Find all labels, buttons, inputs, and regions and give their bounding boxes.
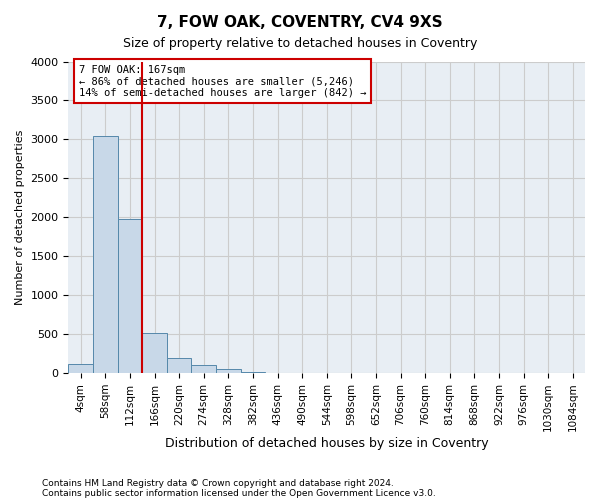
Bar: [142, 332, 167, 373]
Bar: [216, 369, 241, 373]
Y-axis label: Number of detached properties: Number of detached properties: [15, 130, 25, 305]
Text: 7 FOW OAK: 167sqm
← 86% of detached houses are smaller (5,246)
14% of semi-detac: 7 FOW OAK: 167sqm ← 86% of detached hous…: [79, 64, 366, 98]
X-axis label: Distribution of detached houses by size in Coventry: Distribution of detached houses by size …: [165, 437, 488, 450]
Bar: [93, 136, 118, 373]
Bar: [241, 372, 265, 373]
Text: Contains HM Land Registry data © Crown copyright and database right 2024.: Contains HM Land Registry data © Crown c…: [42, 478, 394, 488]
Text: 7, FOW OAK, COVENTRY, CV4 9XS: 7, FOW OAK, COVENTRY, CV4 9XS: [157, 15, 443, 30]
Text: Contains public sector information licensed under the Open Government Licence v3: Contains public sector information licen…: [42, 488, 436, 498]
Bar: [167, 358, 191, 373]
Bar: [191, 366, 216, 373]
Bar: [118, 219, 142, 373]
Text: Size of property relative to detached houses in Coventry: Size of property relative to detached ho…: [123, 38, 477, 51]
Bar: [68, 364, 93, 373]
